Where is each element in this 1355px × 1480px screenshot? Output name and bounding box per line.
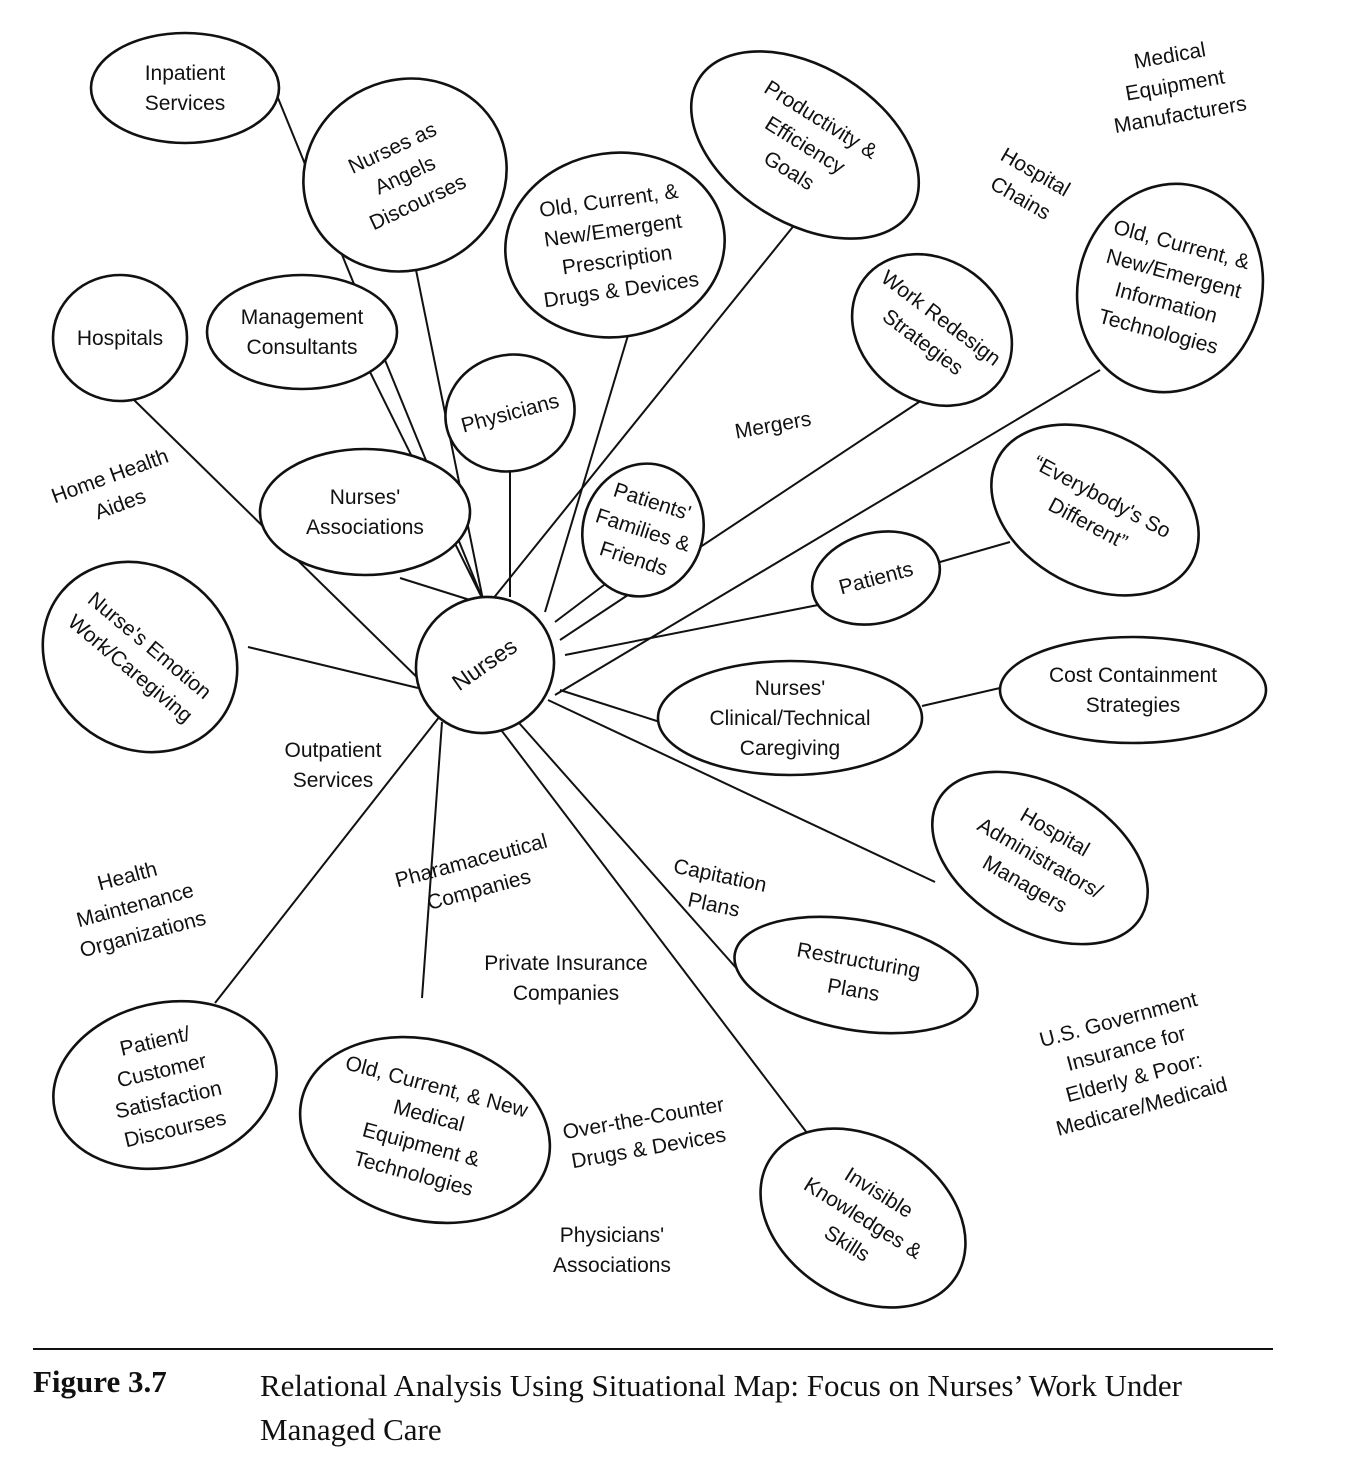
caption-rule: [33, 1348, 1273, 1350]
node-physicians: Physicians: [444, 353, 576, 473]
label-over-the-counter-drugs: Over-the-CounterDrugs & Devices: [561, 1093, 731, 1174]
node-nurses-as-angels: Nurses asAngelsDiscourses: [302, 77, 508, 273]
center-nurses-outline: [414, 595, 556, 735]
node-nurses-associations: Nurses' Associations: [258, 447, 472, 577]
node-cost-containment: Cost Containment Strategies: [998, 635, 1268, 745]
label-capitation-plans: CapitationPlans: [665, 855, 769, 927]
edge-patients: [564, 604, 819, 656]
node-management-consultants: Management Consultants: [205, 273, 399, 391]
node-clinical-caregiving: Nurses' Clinical/Technical Caregiving: [656, 659, 924, 777]
node-work-redesign: Work RedesignStrategies: [850, 252, 1014, 408]
node-cost-containment-outline: [998, 635, 1268, 745]
center-nurses: Nurses: [414, 595, 556, 735]
node-prescription-drugs: Old, Current, &New/EmergentPrescriptionD…: [504, 151, 726, 339]
edge-satisfaction: [214, 715, 441, 1004]
label-mergers: Mergers: [733, 407, 813, 443]
node-invisible-knowledges: InvisibleKnowledges &Skills: [759, 1127, 967, 1309]
node-everybody-different: “Everybody's SoDifferent”: [990, 423, 1200, 597]
label-medical-equipment-manufacturers: MedicalEquipmentManufacturers: [1102, 33, 1249, 138]
label-home-health-aides: Home HealthAides: [49, 445, 182, 537]
ellipse-nodes: Nurses Inpatient Services Nurses asAngelsDi…: [41, 31, 1268, 1309]
node-nurses-as-angels-outline: [302, 77, 508, 273]
node-work-redesign-outline: [850, 252, 1014, 408]
node-clinical-caregiving-outline: [656, 659, 924, 777]
edge-families: [554, 581, 609, 623]
node-nurses-associations-label: Nurses' Associations: [306, 486, 424, 539]
node-hospital-administrators-outline: [931, 770, 1149, 946]
node-inpatient-services: Inpatient Services: [89, 31, 281, 145]
label-pharmaceutical-companies: PharamaceuticalCompanies: [393, 830, 558, 922]
figure-caption: Relational Analysis Using Situational Ma…: [260, 1368, 1182, 1447]
node-management-consultants-label: Management Consultants: [241, 306, 364, 359]
node-patients-families: Patients'Families &Friends: [580, 462, 706, 598]
edge-restructuring: [511, 714, 739, 971]
node-satisfaction-discourses-outline: [52, 999, 278, 1171]
edge-invisible: [491, 717, 821, 1151]
node-physicians-outline: [444, 353, 576, 473]
node-hospital-administrators: HospitalAdministrators/Managers: [931, 770, 1149, 946]
edge-workredesign: [559, 399, 923, 641]
label-hospital-chains: HospitalChains: [982, 144, 1074, 228]
label-us-government-insurance: U.S. GovernmentInsurance forElderly & Po…: [1030, 986, 1229, 1141]
figure-number: Figure 3.7: [33, 1364, 167, 1399]
edge-productivity: [491, 217, 801, 601]
node-patients: Patients: [810, 530, 942, 626]
node-medical-equipment-outline: [298, 1035, 552, 1225]
node-satisfaction-discourses: Patient/CustomerSatisfactionDiscourses: [52, 999, 278, 1171]
node-inpatient-services-label: Inpatient Services: [145, 62, 226, 115]
label-private-insurance-companies: Private Insurance Companies: [484, 952, 647, 1005]
edge-clinical: [559, 689, 661, 723]
label-physicians-associations: Physicians' Associations: [553, 1224, 671, 1277]
edge-patients-everybody: [939, 541, 1011, 563]
node-inpatient-services-outline: [89, 31, 281, 145]
node-information-technologies: Old, Current, &New/EmergentInformationTe…: [1075, 182, 1265, 394]
edge-infotech: [554, 369, 1101, 696]
node-prescription-drugs-outline: [504, 151, 726, 339]
node-emotion-work-outline: [41, 560, 239, 754]
label-outpatient-services: Outpatient Services: [285, 739, 382, 792]
edge-administrators: [547, 699, 936, 883]
node-productivity-goals: Productivity &EfficiencyGoals: [689, 50, 921, 240]
node-productivity-goals-outline: [689, 50, 921, 240]
node-hospitals-outline: [51, 273, 189, 403]
edge-emotion: [247, 646, 419, 689]
node-hospitals-label: Hospitals: [77, 327, 163, 350]
node-clinical-caregiving-label: Nurses' Clinical/Technical Caregiving: [709, 677, 870, 760]
edge-equipment: [421, 721, 443, 999]
node-cost-containment-label: Cost Containment Strategies: [1049, 664, 1217, 717]
edge-drugs: [544, 321, 633, 613]
edge-associations: [399, 577, 471, 601]
node-management-consultants-outline: [205, 273, 399, 391]
node-information-technologies-outline: [1075, 182, 1265, 394]
node-patients-families-outline: [580, 462, 706, 598]
node-everybody-different-outline: [990, 423, 1200, 597]
node-restructuring-plans-outline: [733, 915, 979, 1035]
node-invisible-knowledges-outline: [759, 1127, 967, 1309]
label-health-maintenance-organizations: HealthMaintenanceOrganizations: [62, 849, 209, 963]
edge-clinical-cost: [921, 687, 1001, 707]
node-hospitals: Hospitals: [51, 273, 189, 403]
node-nurses-associations-outline: [258, 447, 472, 577]
node-emotion-work: Nurse's EmotionWork/Caregiving: [41, 560, 239, 754]
node-restructuring-plans: RestructuringPlans: [733, 915, 979, 1035]
node-medical-equipment: Old, Current, & NewMedicalEquipment &Tec…: [298, 1035, 552, 1225]
node-patients-outline: [810, 530, 942, 626]
